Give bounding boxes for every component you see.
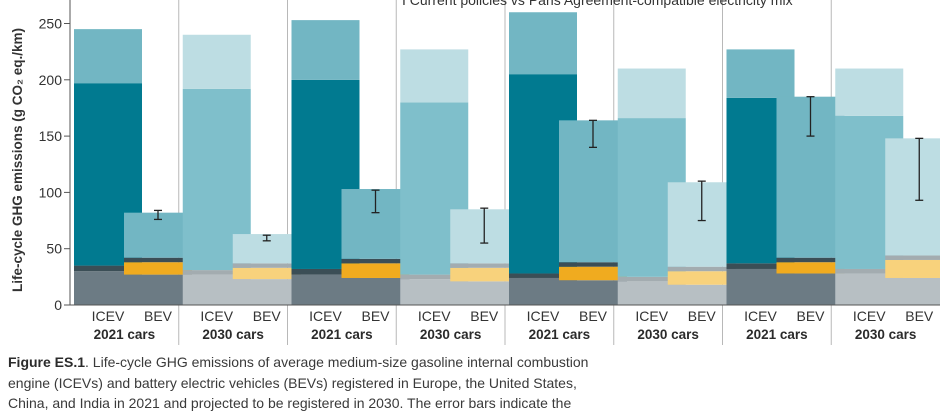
bar-segment-bev-2030 bbox=[667, 271, 736, 285]
caption-line-1: . Life-cycle GHG emissions of average me… bbox=[85, 354, 589, 370]
figure: 0 50 100 150 200 250 Life-cycle GHG emissions … bbox=[8, 0, 940, 411]
bar-segment-icev-2021 bbox=[509, 273, 577, 278]
bar-segment-icev-2030 bbox=[835, 268, 904, 274]
bar-segment-icev-2021 bbox=[726, 263, 795, 269]
x-tick-label-icev: ICEV bbox=[853, 308, 886, 324]
bar-segment-icev-2021 bbox=[74, 265, 142, 272]
x-tick-label-icev: ICEV bbox=[92, 308, 125, 324]
bar-segment-bev-2030 bbox=[885, 277, 940, 305]
bar-segment-bev-2021 bbox=[341, 258, 410, 264]
x-tick-label-icev: ICEV bbox=[635, 308, 668, 324]
y-axis-title: Life-cycle GHG emissions (g CO₂ eq./km) bbox=[10, 28, 25, 292]
bar-segment-bev-2030 bbox=[885, 138, 940, 256]
bar-segment-icev-2030 bbox=[182, 34, 251, 89]
figure-caption: Figure ES.1. Life-cycle GHG emissions of… bbox=[8, 352, 668, 414]
x-tick-label-bev: BEV bbox=[579, 308, 608, 324]
y-tick-label: 100 bbox=[39, 184, 63, 200]
legend-note: I Current policies vs Paris Agreement-co… bbox=[402, 0, 793, 8]
group-label: 2030 cars bbox=[855, 327, 917, 342]
bar-segment-bev-2021 bbox=[776, 273, 845, 305]
y-tick-label: 0 bbox=[54, 297, 62, 313]
bar-segment-icev-2021 bbox=[726, 49, 795, 98]
bar-segment-icev-2021 bbox=[291, 20, 360, 80]
bar-segment-icev-2030 bbox=[617, 276, 686, 282]
bar-segment-icev-2030 bbox=[400, 274, 469, 280]
x-tick-label-bev: BEV bbox=[470, 308, 499, 324]
x-tick-label-bev: BEV bbox=[796, 308, 825, 324]
x-tick-label-icev: ICEV bbox=[418, 308, 451, 324]
bar-segment-bev-2021 bbox=[559, 262, 627, 267]
bar-segment-icev-2021 bbox=[509, 12, 577, 75]
group-label: 2030 cars bbox=[637, 327, 699, 342]
y-tick-label: 50 bbox=[46, 241, 62, 257]
bar-segment-bev-2021 bbox=[124, 212, 192, 258]
x-tick-label-icev: ICEV bbox=[744, 308, 777, 324]
caption-label: Figure ES.1 bbox=[8, 354, 86, 370]
bar-segment-icev-2021 bbox=[291, 268, 360, 275]
caption-line-2: engine (ICEVs) and battery electric vehi… bbox=[8, 374, 577, 391]
x-tick-label-bev: BEV bbox=[688, 308, 717, 324]
group-label: 2021 cars bbox=[94, 327, 156, 342]
bar-segment-bev-2030 bbox=[450, 267, 519, 282]
group-label: 2030 cars bbox=[202, 327, 264, 342]
bar-segment-icev-2030 bbox=[182, 270, 251, 275]
group-label: 2021 cars bbox=[311, 327, 373, 342]
bar-segment-bev-2030 bbox=[450, 263, 519, 268]
x-tick-label-bev: BEV bbox=[905, 308, 934, 324]
group-label: 2021 cars bbox=[746, 327, 808, 342]
x-tick-label-bev: BEV bbox=[144, 308, 173, 324]
bar-segment-icev-2021 bbox=[74, 29, 142, 84]
bar-segment-bev-2021 bbox=[776, 262, 845, 274]
bar-segment-bev-2021 bbox=[124, 274, 192, 305]
x-tick-label-icev: ICEV bbox=[200, 308, 233, 324]
bar-segment-bev-2021 bbox=[559, 280, 627, 305]
y-tick-label: 200 bbox=[39, 72, 63, 88]
bar-segment-bev-2021 bbox=[776, 257, 845, 263]
bar-segment-icev-2030 bbox=[835, 68, 904, 116]
bar-segment-bev-2021 bbox=[124, 262, 192, 275]
y-tick-label: 250 bbox=[39, 16, 63, 32]
bar-segment-bev-2030 bbox=[232, 267, 301, 280]
stacked-bar-chart: 0 50 100 150 200 250 Life-cycle GHG emissions … bbox=[10, 0, 940, 345]
bar-segment-bev-2030 bbox=[885, 255, 940, 260]
x-tick-label-icev: ICEV bbox=[527, 308, 560, 324]
group-label: 2030 cars bbox=[420, 327, 482, 342]
bar-segment-icev-2030 bbox=[617, 68, 686, 119]
y-tick-label: 150 bbox=[39, 128, 63, 144]
bar-segment-bev-2021 bbox=[341, 277, 410, 305]
group-label: 2021 cars bbox=[529, 327, 591, 342]
bar-segment-bev-2030 bbox=[667, 284, 736, 305]
x-tick-label-bev: BEV bbox=[361, 308, 390, 324]
bar-segment-bev-2021 bbox=[124, 257, 192, 263]
x-tick-label-bev: BEV bbox=[253, 308, 282, 324]
bar-segment-bev-2030 bbox=[667, 266, 736, 272]
bar-segment-bev-2021 bbox=[341, 263, 410, 278]
bar-segment-icev-2030 bbox=[400, 49, 469, 103]
bar-segment-bev-2030 bbox=[232, 263, 301, 268]
bar-segment-bev-2030 bbox=[232, 279, 301, 305]
bar-segment-bev-2030 bbox=[885, 259, 940, 278]
bar-segment-bev-2021 bbox=[559, 266, 627, 281]
caption-line-3: China, and India in 2021 and projected t… bbox=[8, 395, 572, 411]
bar-segment-bev-2030 bbox=[450, 281, 519, 305]
x-tick-label-icev: ICEV bbox=[309, 308, 342, 324]
